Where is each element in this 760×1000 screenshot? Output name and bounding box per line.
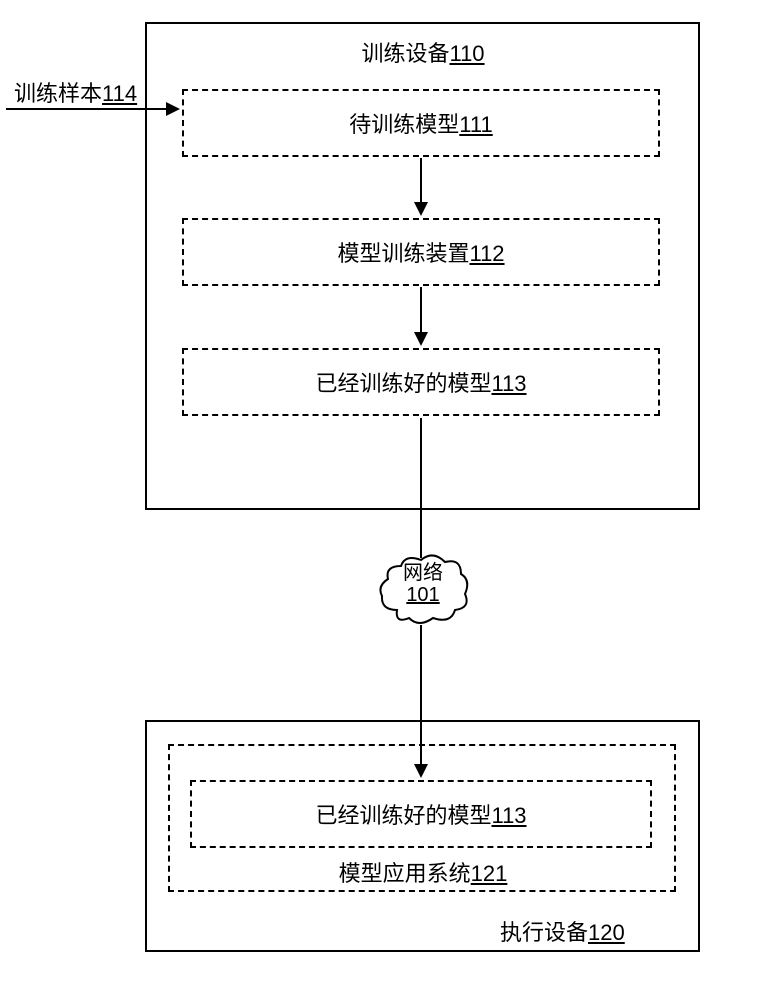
network-cloud-label: 网络 101 — [380, 562, 466, 606]
execution-device-title: 执行设备120 — [500, 915, 625, 947]
trained-model-bottom-id: 113 — [491, 803, 526, 828]
training-sample-label: 训练样本114 — [14, 76, 137, 108]
trained-model-top-text: 已经训练好的模型 — [315, 371, 491, 396]
execution-device-text: 执行设备 — [500, 920, 588, 945]
training-device-title: 训练设备110 — [300, 36, 546, 68]
training-apparatus-box: 模型训练装置112 — [182, 218, 660, 286]
arrow-a3top-line — [420, 418, 422, 558]
model-app-system-id: 121 — [471, 861, 508, 886]
model-to-train-box: 待训练模型111 — [182, 89, 660, 157]
training-sample-id: 114 — [102, 81, 137, 106]
model-to-train-text: 待训练模型 — [349, 112, 459, 137]
model-to-train-id: 111 — [459, 112, 492, 137]
trained-model-top-label: 已经训练好的模型113 — [315, 366, 526, 398]
trained-model-bottom-box: 已经训练好的模型113 — [190, 780, 652, 848]
arrow-a2-line — [420, 287, 422, 332]
arrow-a1-head — [414, 202, 428, 216]
training-apparatus-label: 模型训练装置112 — [337, 236, 504, 268]
arrow-sample-line — [6, 108, 168, 110]
model-to-train-label: 待训练模型111 — [349, 107, 492, 139]
model-app-system-label: 模型应用系统121 — [300, 856, 546, 888]
trained-model-top-id: 113 — [491, 371, 526, 396]
arrow-a2-head — [414, 332, 428, 346]
training-sample-text: 训练样本 — [14, 81, 102, 106]
trained-model-top-box: 已经训练好的模型113 — [182, 348, 660, 416]
training-device-id: 110 — [449, 41, 484, 66]
training-apparatus-id: 112 — [469, 241, 504, 266]
model-app-system-text: 模型应用系统 — [339, 861, 471, 886]
training-apparatus-text: 模型训练装置 — [337, 241, 469, 266]
trained-model-bottom-text: 已经训练好的模型 — [315, 803, 491, 828]
trained-model-bottom-label: 已经训练好的模型113 — [315, 798, 526, 830]
diagram-canvas: 训练样本114 训练设备110 待训练模型111 模型训练装置112 已经训练好… — [0, 0, 760, 1000]
network-cloud-line2: 101 — [406, 584, 439, 606]
arrow-a1-line — [420, 158, 422, 202]
training-device-text: 训练设备 — [361, 41, 449, 66]
network-cloud-line1: 网络 — [403, 562, 443, 584]
execution-device-id: 120 — [588, 920, 625, 945]
